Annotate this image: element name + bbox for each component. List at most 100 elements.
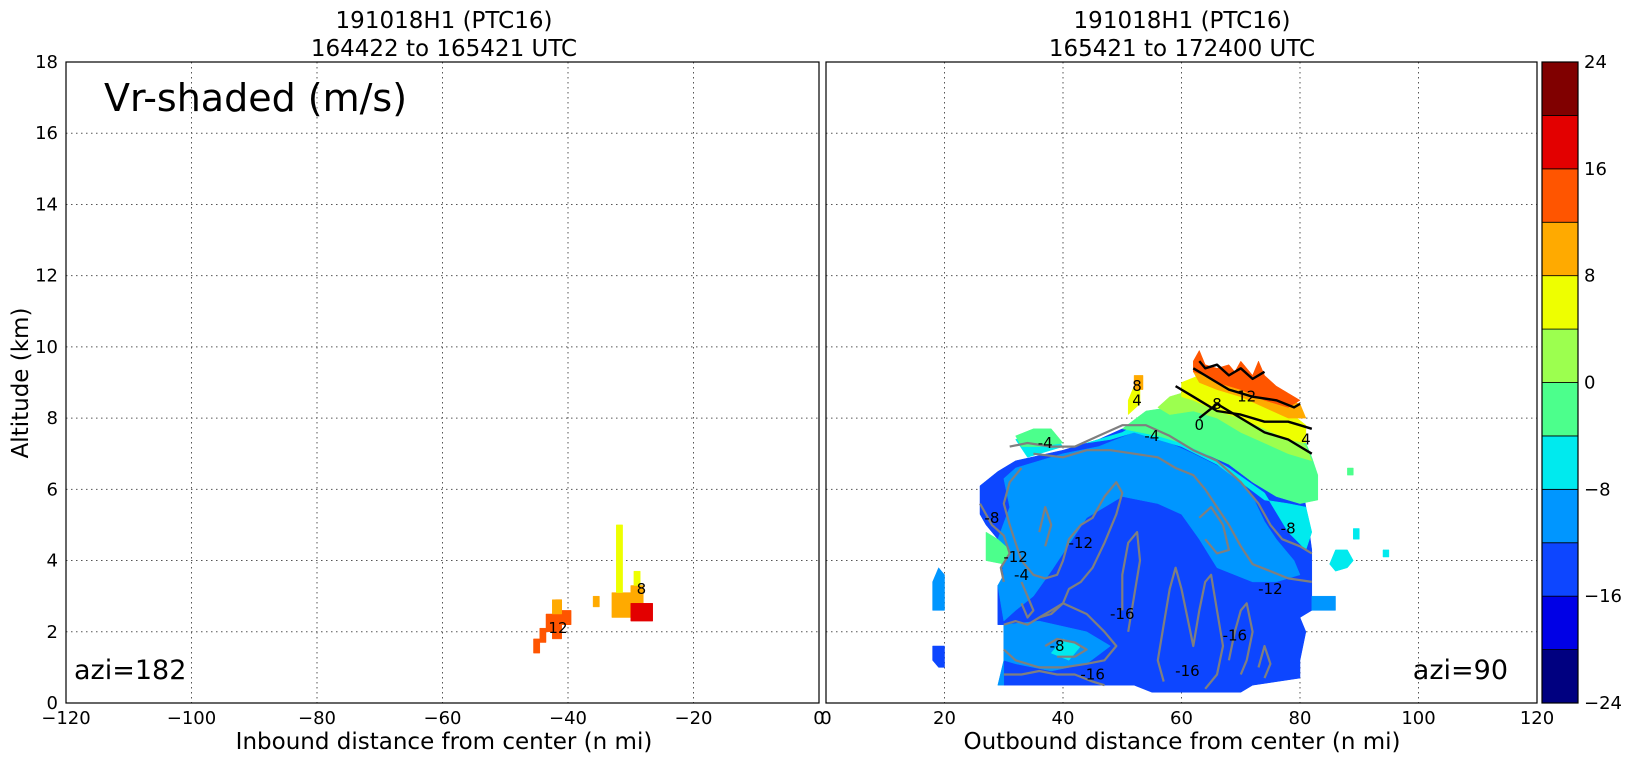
colorbar-segment: [1541, 221, 1579, 277]
velocity-region: [630, 603, 653, 622]
y-tick-label: 18: [35, 52, 58, 73]
velocity-region: [1382, 549, 1390, 558]
contour-label: -12: [1003, 548, 1028, 566]
x-tick-label: 60: [1170, 708, 1193, 729]
colorbar-segment: [1541, 168, 1579, 223]
left-panel-time-range: 164422 to 165421 UTC: [311, 36, 577, 62]
velocity-region: [1329, 549, 1354, 572]
velocity-region: [1311, 595, 1336, 611]
left-panel-title: 191018H1 (PTC16): [336, 8, 553, 34]
x-tick-label: 100: [1401, 708, 1435, 729]
contour-label: 12: [1237, 388, 1256, 406]
y-tick-label: 0: [47, 693, 58, 714]
y-tick-label: 10: [35, 337, 58, 358]
contour-line: [1198, 402, 1313, 455]
x-tick-label: 0: [820, 708, 831, 729]
contour-label: 4: [1301, 430, 1311, 448]
colorbar-tick-label: 16: [1584, 159, 1607, 180]
x-tick-label: −20: [675, 708, 713, 729]
left-panel: 191018H1 (PTC16) 164422 to 165421 UTC 12…: [8, 8, 825, 755]
colorbar-segment: [1541, 649, 1579, 704]
colorbar-segment: [1541, 488, 1579, 544]
right-panel-title: 191018H1 (PTC16): [1074, 8, 1291, 34]
colorbar-segment: [1541, 275, 1579, 330]
contour-line: [1038, 506, 1053, 547]
contour-label: -8: [984, 509, 999, 527]
contour-line: [1003, 669, 1105, 687]
right-contour-lines: [979, 360, 1313, 690]
colorbar-segment: [1541, 595, 1579, 650]
colorbar-tick-label: −24: [1584, 693, 1622, 714]
velocity-region: [552, 599, 562, 615]
contour-label: -16: [1110, 605, 1135, 623]
contour-line: [1009, 424, 1313, 555]
contour-label: -4: [1014, 566, 1029, 584]
contour-line: [1033, 449, 1312, 583]
velocity-region: [1133, 375, 1144, 390]
colorbar-tick-label: −8: [1584, 479, 1611, 500]
contour-label: 12: [548, 619, 567, 637]
y-tick-label: 6: [47, 479, 58, 500]
y-tick-label: 14: [35, 194, 58, 215]
y-tick-labels: 0 2 4 6 8 10 12 14 16 18: [35, 52, 58, 714]
contour-label: -8: [1281, 520, 1296, 538]
contour-line: [1192, 367, 1301, 409]
left-x-tick-labels: −120 −100 −80 −60 −40 −20 0: [41, 708, 824, 729]
x-tick-label: −80: [298, 708, 336, 729]
x-tick-label: 80: [1289, 708, 1312, 729]
contour-line: [1156, 566, 1225, 690]
contour-label: -12: [1258, 580, 1283, 598]
left-x-axis-label: Inbound distance from center (n mi): [236, 729, 653, 755]
y-tick-label: 4: [47, 551, 58, 572]
contour-label: -16: [1175, 662, 1200, 680]
colorbar-tick-label: 8: [1584, 266, 1595, 287]
velocity-region: [592, 595, 600, 608]
left-gridlines: [66, 62, 819, 703]
left-velocity-shading: [533, 524, 653, 654]
velocity-region: [616, 524, 623, 593]
contour-label: 4: [1132, 391, 1142, 409]
colorbar-tick-label: 0: [1584, 373, 1595, 394]
velocity-region: [633, 570, 641, 586]
contour-label: -16: [1080, 666, 1105, 684]
contour-label: -4: [1038, 434, 1053, 452]
colorbar-tick-label: 24: [1584, 52, 1607, 73]
x-tick-label: −120: [41, 708, 90, 729]
contour-line: [1198, 506, 1231, 555]
right-panel-time-range: 165421 to 172400 UTC: [1049, 36, 1315, 62]
left-contour-labels: 12 8: [548, 580, 646, 637]
contour-label: 8: [1132, 377, 1142, 395]
contour-line: [1257, 644, 1272, 679]
x-tick-label: 120: [1520, 708, 1554, 729]
contour-line: [1044, 637, 1088, 658]
left-plot-frame: [65, 61, 820, 704]
colorbar-segment: [1541, 115, 1579, 170]
velocity-region: [1353, 528, 1360, 540]
y-tick-label: 2: [47, 622, 58, 643]
colorbar-tick-labels: −24 −16 −8 0 8 16 24: [1584, 52, 1622, 714]
x-tick-label: 40: [1052, 708, 1075, 729]
y-axis-label: Altitude (km): [8, 308, 34, 459]
left-azimuth-label: azi=182: [74, 655, 186, 686]
contour-label: 8: [1212, 395, 1222, 413]
contour-line: [1174, 385, 1313, 430]
x-tick-label: −100: [167, 708, 216, 729]
colorbar: −24 −16 −8 0 8 16 24: [1541, 52, 1622, 714]
contour-label: -16: [1223, 626, 1248, 644]
colorbar-segment: [1541, 328, 1579, 383]
right-panel: 191018H1 (PTC16) 165421 to 172400 UTC -4…: [820, 8, 1554, 755]
x-tick-label: 20: [933, 708, 956, 729]
velocity-region: [932, 567, 945, 611]
velocity-region: [997, 432, 1301, 622]
colorbar-segment: [1541, 61, 1579, 116]
right-plot-frame: [825, 61, 1538, 704]
right-x-tick-labels: 0 20 40 60 80 100 120: [820, 708, 1554, 729]
x-tick-label: −40: [549, 708, 587, 729]
colorbar-segments: [1541, 61, 1579, 704]
y-tick-label: 12: [35, 266, 58, 287]
contour-label: 0: [1195, 416, 1205, 434]
right-azimuth-label: azi=90: [1413, 655, 1508, 686]
colorbar-segment: [1541, 542, 1579, 597]
contour-label: 8: [637, 580, 647, 598]
